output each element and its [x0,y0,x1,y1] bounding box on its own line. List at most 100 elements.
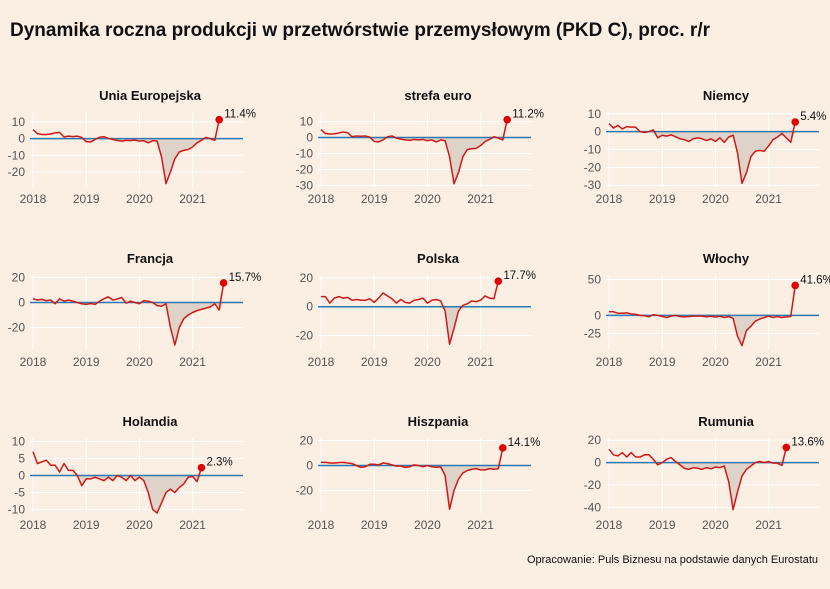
panel-5-x-tick-label: 2019 [361,355,388,369]
panel-9-y-tick-label: 20 [588,433,602,447]
panel-2-x-tick-label: 2020 [414,192,441,206]
panel-3-series-line [608,121,796,185]
panel-2-y-tick-label: -10 [296,146,314,160]
panel-7-x-tick-label: 2020 [126,518,153,532]
panel-9-title: Rumunia [698,414,754,429]
panel-9-x-tick-label: 2019 [649,518,676,532]
panel-8-end-label: 14.1% [508,437,541,449]
panel-4-series-line [32,282,225,346]
panel-2-x-tick-label: 2019 [361,192,388,206]
panel-7-x-tick-label: 2018 [20,518,47,532]
panel-2-y-tick-label: -20 [296,162,314,176]
panel-8-x-tick-label: 2018 [308,518,335,532]
panel-7-x-tick-label: 2021 [179,518,206,532]
panel-8-y-tick-label: -20 [296,484,314,498]
panel-2-y-tick-label: 10 [300,115,314,129]
panel-9-end-point [782,443,791,452]
panel-3-y-tick-label: 10 [588,107,602,121]
panel-5-x-tick-label: 2021 [467,355,494,369]
panel-8-y-tick-label: 20 [300,434,314,448]
panel-5-end-point [494,277,503,286]
panel-4-x-tick-label: 2019 [73,355,100,369]
panel-2-x-tick-label: 2021 [467,192,494,206]
panel-7-x-tick-label: 2019 [73,518,100,532]
panel-9-y-tick-label: -40 [584,500,602,514]
panel-2-x-tick-label: 2018 [308,192,335,206]
source-note: Opracowanie: Puls Biznesu na podstawie d… [526,554,818,566]
panel-7-series-line [32,451,203,514]
panel-7-y-tick-label: 0 [18,469,25,483]
panel-8-y-tick-label: 0 [306,459,313,473]
panel-8-title: Hiszpania [408,414,469,429]
panel-3-x-tick-label: 2019 [649,192,676,206]
panel-4-end-label: 15.7% [229,272,262,284]
panel-6-x-tick-label: 2021 [755,355,782,369]
panel-1-x-tick-label: 2018 [20,192,47,206]
panel-2-y-tick-label: -30 [296,178,314,192]
panel-1-negative-area [33,138,220,184]
panel-3-title: Niemcy [703,88,750,103]
panel-3-x-tick-label: 2021 [755,192,782,206]
panel-5-end-label: 17.7% [503,270,536,282]
panel-4-y-tick-label: -20 [8,321,26,335]
panel-3-y-tick-label: -30 [584,178,602,192]
panel-2-end-point [503,115,512,124]
panel-7-y-tick-label: 10 [12,434,26,448]
panel-7-y-tick-label: -10 [8,503,26,517]
panel-1-y-tick-label: -10 [8,148,26,162]
panel-1-y-tick-label: 10 [12,115,26,129]
panel-6-end-label: 41.6% [800,274,830,286]
panel-3-x-tick-label: 2018 [596,192,623,206]
panel-4-end-point [219,279,228,287]
panel-3-y-tick-label: -20 [584,160,602,174]
panel-6-y-tick-label: 0 [594,308,601,322]
panel-6-series-line [609,285,796,347]
panel-7-end-label: 2.3% [206,457,232,469]
panel-5-series-line [321,281,500,345]
panel-2-series-line [320,119,508,185]
panel-3-x-tick-label: 2020 [702,192,729,206]
panel-3-y-tick-label: -10 [584,143,602,157]
panel-2-y-tick-label: 0 [306,131,313,145]
panel-1-y-tick-label: 0 [18,132,25,146]
panel-8-end-point [498,444,507,452]
panel-7-y-tick-label: 5 [18,451,25,465]
panel-9-y-tick-label: -20 [584,478,602,492]
panel-5-x-tick-label: 2018 [308,355,335,369]
panel-9-x-tick-label: 2021 [755,518,782,532]
panel-3-end-point [791,118,799,126]
chart-title: Dynamika roczna produkcji w przetwórstwi… [10,20,711,41]
panel-9-x-tick-label: 2020 [702,518,729,532]
panel-1-y-tick-label: -20 [8,165,26,179]
panel-7-title: Holandia [123,414,179,429]
panel-4-x-tick-label: 2018 [20,355,47,369]
panel-4-negative-area [33,302,224,345]
panel-6-x-tick-label: 2018 [596,355,623,369]
panel-7-end-point [197,463,206,472]
panel-9-y-tick-label: 0 [594,456,601,470]
panel-5-y-tick-label: -20 [296,329,314,343]
panel-9-x-tick-label: 2018 [596,518,623,532]
panel-4-x-tick-label: 2021 [179,355,206,369]
panel-6-y-tick-label: -25 [584,326,602,340]
panel-1-x-tick-label: 2020 [126,192,153,206]
panel-1-end-label: 11.4% [224,109,256,121]
panel-2-end-label: 11.2% [512,109,544,121]
panel-6-y-tick-label: 50 [588,272,602,286]
panel-1-x-tick-label: 2021 [179,192,206,206]
panel-9-end-label: 13.6% [791,436,824,448]
panel-1-end-point [215,115,223,124]
panel-7-negative-area [33,475,202,513]
panel-5-y-tick-label: 20 [300,271,314,285]
panel-1-x-tick-label: 2019 [73,192,100,206]
panel-6-title: Włochy [703,251,750,266]
panel-3-negative-area [609,131,796,184]
panel-6-x-tick-label: 2019 [649,355,676,369]
panel-9-negative-area [609,462,787,510]
panel-5-y-tick-label: 0 [306,300,313,314]
panel-6-end-point [791,281,799,290]
panel-8-series-line [321,447,504,510]
panel-8-x-tick-label: 2020 [414,518,441,532]
panel-3-y-tick-label: 0 [594,125,601,139]
